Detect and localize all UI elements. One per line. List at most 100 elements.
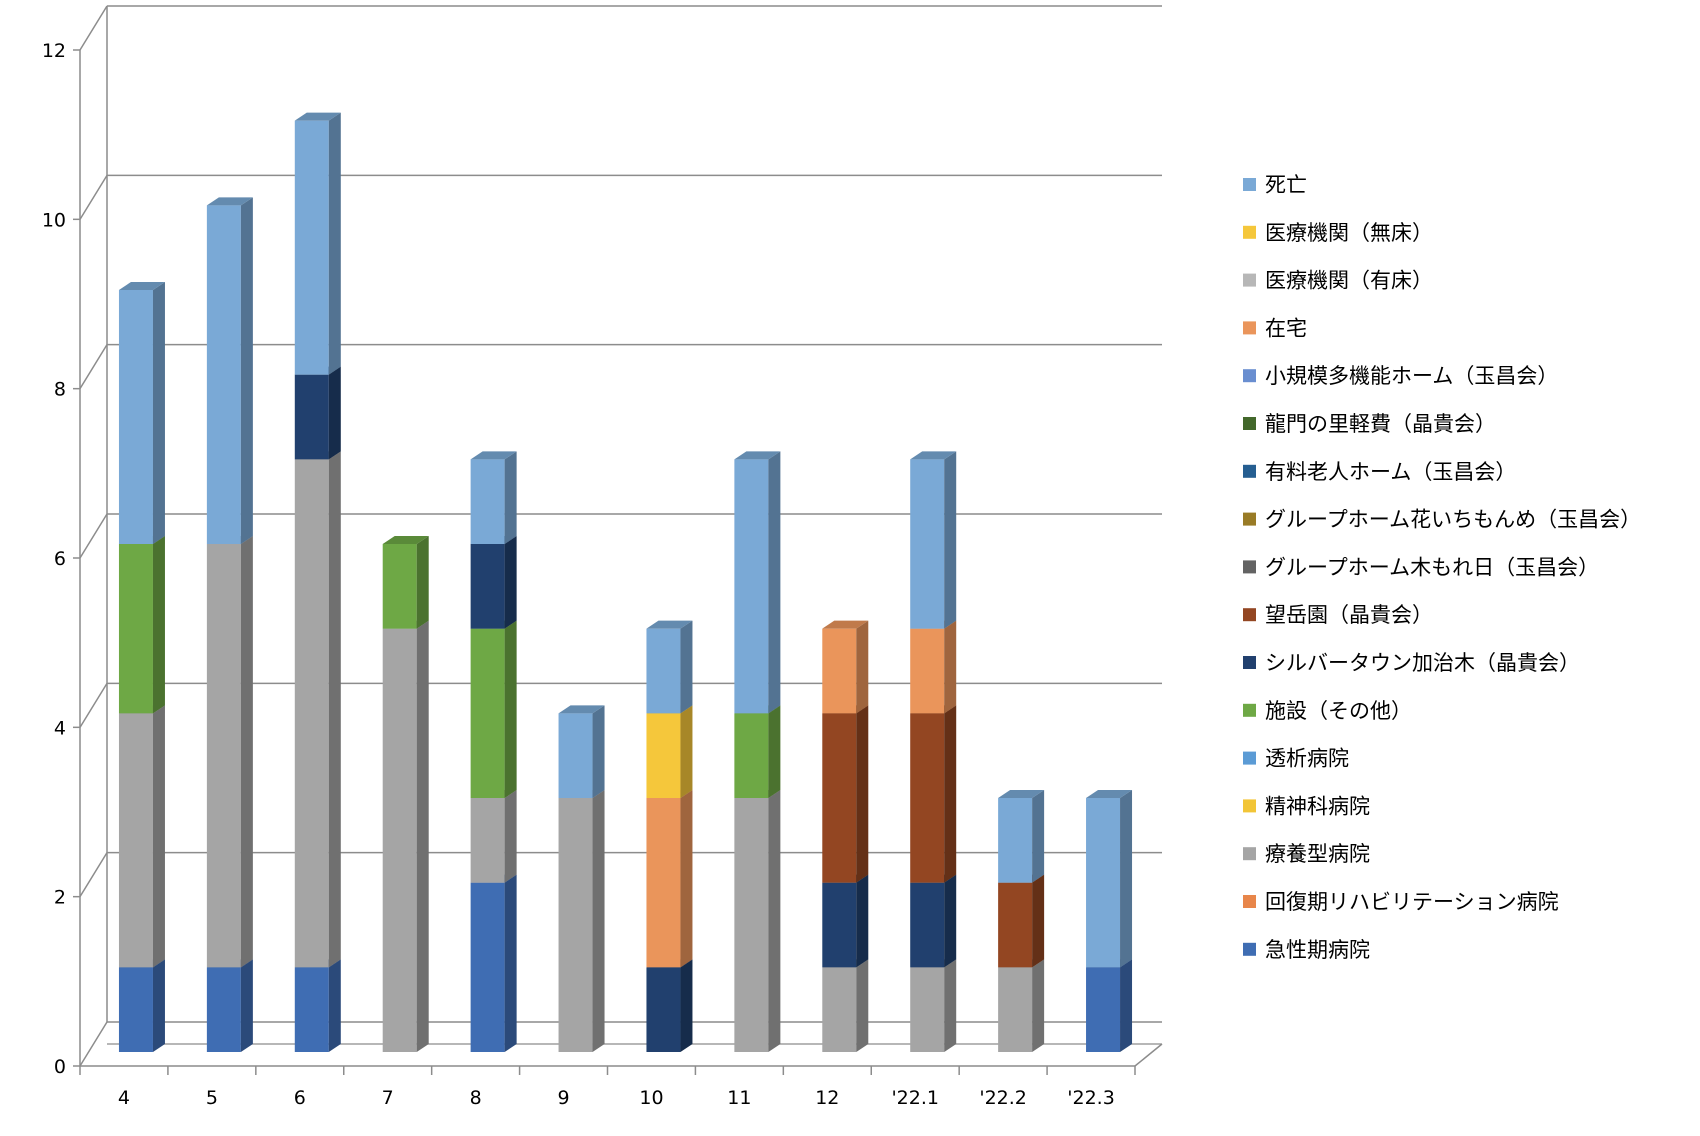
grid-layer — [79, 5, 1162, 1067]
bar-side — [416, 620, 429, 1052]
bar-side — [1032, 874, 1045, 968]
legend-label: シルバータウン加治木（晶貴会） — [1265, 651, 1580, 675]
y-tick-label: 4 — [54, 717, 66, 739]
bar-front — [558, 713, 593, 798]
legend-entry: 施設（その他） — [1243, 699, 1412, 723]
bar-side — [680, 620, 693, 714]
bar-front — [118, 290, 153, 544]
bar-front — [822, 967, 857, 1052]
legend-entry: 療養型病院 — [1243, 842, 1370, 866]
bar-segment — [998, 874, 1045, 968]
bar-front — [294, 967, 329, 1052]
bar-side — [768, 705, 781, 798]
bar-side — [152, 282, 165, 544]
legend-label: 急性期病院 — [1265, 938, 1370, 962]
bar-side — [152, 536, 165, 714]
bar-side — [152, 705, 165, 968]
bar-front — [382, 628, 417, 1052]
bar-segment — [822, 874, 869, 968]
bar-front — [206, 967, 241, 1052]
legend-label: 医療機関（有床） — [1265, 269, 1433, 293]
x-tick-label: 5 — [206, 1087, 218, 1109]
floor-edge — [1134, 1043, 1163, 1067]
bar-segment — [998, 959, 1045, 1052]
bar-top — [998, 790, 1045, 798]
bar-segment — [382, 620, 429, 1052]
bar-front — [646, 967, 681, 1052]
gridline-diagonal — [79, 513, 108, 559]
bar-segment — [558, 790, 605, 1052]
bar-side — [328, 112, 341, 375]
bar-front — [822, 713, 857, 883]
bar-segment — [294, 112, 341, 375]
bar-segment — [734, 451, 781, 714]
legend-label: 在宅 — [1265, 316, 1307, 340]
bar-segment — [470, 536, 517, 629]
bar-segment — [206, 959, 253, 1052]
legend-entry: 龍門の里軽費（晶貴会） — [1243, 412, 1496, 436]
bar-front — [1086, 967, 1121, 1052]
legend-swatch — [1243, 895, 1256, 908]
legend-label: 龍門の里軽費（晶貴会） — [1265, 412, 1496, 436]
legend-swatch — [1243, 847, 1256, 861]
bar-side — [240, 197, 253, 545]
bar-front — [646, 713, 681, 798]
bar-segment — [382, 536, 429, 629]
bar-side — [856, 959, 869, 1052]
legend-swatch — [1243, 464, 1256, 478]
bar-top — [558, 705, 605, 714]
x-tick-label: '22.1 — [891, 1087, 939, 1109]
bar-side — [680, 790, 693, 968]
legend-entry: 回復期リハビリテーション病院 — [1243, 890, 1559, 914]
bar-top — [118, 282, 165, 290]
x-tick-label: 10 — [639, 1087, 663, 1109]
bar-segment — [998, 790, 1045, 883]
bar-top — [382, 536, 429, 544]
bar-side — [944, 705, 957, 883]
bar-segment — [118, 536, 165, 714]
bar-segment — [910, 705, 957, 883]
bar-side — [240, 536, 253, 968]
legend-swatch — [1243, 608, 1256, 622]
bar-side — [416, 536, 429, 629]
legend-swatch — [1243, 942, 1256, 956]
bar-front — [910, 628, 945, 714]
bar-front — [822, 882, 857, 968]
legend-label: 有料老人ホーム（玉昌会） — [1265, 460, 1516, 484]
bar-top — [646, 620, 693, 629]
bar-segment — [470, 451, 517, 544]
y-tick-label: 8 — [54, 379, 66, 401]
bar-segment — [470, 874, 517, 1052]
legend-label: 望岳園（晶貴会） — [1265, 603, 1433, 627]
legend-entry: 透析病院 — [1243, 747, 1349, 771]
x-tick-label: 9 — [557, 1087, 569, 1109]
legend-label: 透析病院 — [1265, 747, 1349, 771]
bar-side — [768, 451, 781, 714]
bar-side — [328, 366, 341, 460]
legend-swatch — [1243, 225, 1256, 239]
bar-top — [206, 197, 253, 206]
bar-top — [822, 620, 869, 629]
bar-segment — [558, 705, 605, 798]
legend-label: 施設（その他） — [1265, 699, 1412, 723]
x-tick-label: 4 — [118, 1087, 130, 1109]
x-tick-label: 7 — [382, 1087, 394, 1109]
gridline-diagonal — [79, 1021, 108, 1067]
bar-side — [504, 790, 517, 883]
bar-segment — [294, 366, 341, 460]
bar-front — [910, 459, 945, 629]
legend-label: 精神科病院 — [1265, 794, 1370, 818]
x-tick-label: 8 — [470, 1087, 482, 1109]
legend-entry: 医療機関（有床） — [1243, 269, 1433, 293]
x-tick-label: 11 — [727, 1087, 751, 1109]
legend-label: 回復期リハビリテーション病院 — [1265, 890, 1559, 914]
bar-segment — [470, 620, 517, 798]
bar-segment — [206, 197, 253, 545]
legend-label: グループホーム花いちもんめ（玉昌会） — [1265, 508, 1641, 532]
legend-entry: 有料老人ホーム（玉昌会） — [1243, 460, 1516, 484]
axis-layer: 0 2 4 6 8 10 12 4 5 6 7 8 9 10 11 12 '22.1 '22.2 '22.3 — [42, 40, 1163, 1109]
bar-front — [206, 205, 241, 545]
bar-segment — [118, 705, 165, 968]
legend-entry: 望岳園（晶貴会） — [1243, 603, 1433, 627]
